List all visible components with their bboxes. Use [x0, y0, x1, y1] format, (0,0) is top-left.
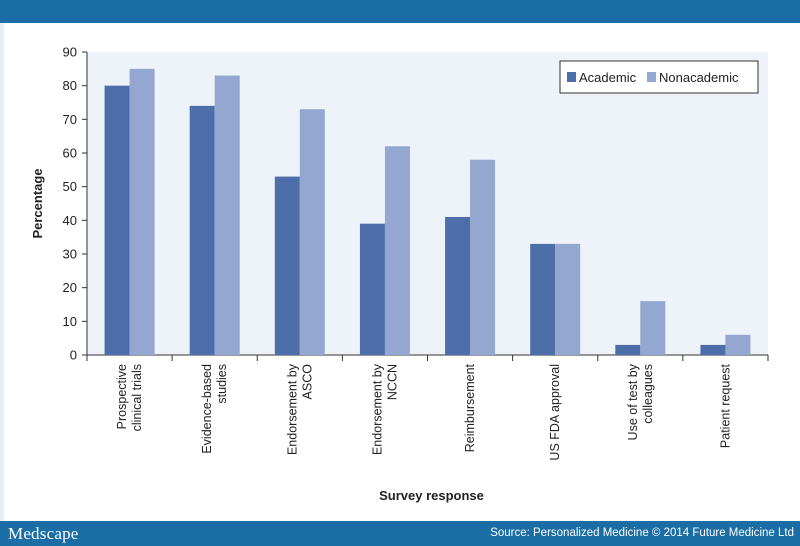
y-tick-label: 90 — [63, 45, 77, 60]
bar-nonacademic-5 — [555, 243, 581, 355]
left-edge-strip — [0, 23, 4, 521]
y-tick-label: 50 — [63, 179, 77, 194]
bar-academic-1 — [189, 105, 215, 355]
bar-nonacademic-6 — [640, 301, 666, 355]
y-tick-label: 70 — [63, 112, 77, 127]
bar-academic-7 — [700, 344, 726, 355]
bar-academic-2 — [274, 176, 300, 355]
bar-nonacademic-7 — [725, 334, 751, 355]
bottom-banner: Medscape Source: Personalized Medicine ©… — [0, 521, 800, 546]
y-tick-label: 40 — [63, 213, 77, 228]
legend-label-academic: Academic — [579, 70, 637, 85]
bar-academic-4 — [445, 216, 471, 355]
legend-swatch-academic — [567, 72, 576, 82]
x-category-label: Patient request — [718, 363, 732, 448]
y-tick-label: 10 — [63, 314, 77, 329]
source-credit: Source: Personalized Medicine © 2014 Fut… — [490, 527, 794, 539]
x-category-label: ASCO — [300, 364, 314, 400]
x-category-label: colleagues — [641, 364, 655, 424]
x-category-label: Evidence-based — [200, 364, 214, 454]
x-category-label: Reimbursement — [463, 363, 477, 452]
legend-swatch-nonacademic — [647, 72, 656, 82]
bar-nonacademic-2 — [299, 109, 325, 355]
bar-nonacademic-4 — [470, 159, 496, 355]
y-tick-label: 20 — [63, 280, 77, 295]
bar-academic-5 — [530, 243, 556, 355]
x-category-label: US FDA approval — [548, 364, 562, 461]
bar-academic-0 — [104, 85, 130, 356]
y-axis-title: Percentage — [30, 168, 45, 238]
x-category-label: studies — [215, 364, 229, 404]
bar-nonacademic-1 — [214, 75, 240, 356]
y-tick-label: 0 — [70, 348, 77, 363]
y-tick-label: 60 — [63, 146, 77, 161]
y-tick-label: 30 — [63, 247, 77, 262]
y-tick-label: 80 — [63, 78, 77, 93]
x-category-label: clinical trials — [130, 364, 144, 431]
bar-nonacademic-0 — [129, 68, 155, 355]
bar-academic-6 — [615, 344, 641, 355]
medscape-logo[interactable]: Medscape — [8, 524, 79, 543]
legend-box — [559, 60, 759, 94]
bar-nonacademic-3 — [384, 146, 410, 355]
x-category-label: Use of test by — [626, 363, 640, 440]
x-category-label: NCCN — [385, 364, 399, 400]
legend-label-nonacademic: Nonacademic — [659, 70, 739, 85]
x-category-label: Prospective — [115, 364, 129, 429]
top-banner — [0, 0, 800, 23]
x-axis-title: Survey response — [379, 488, 484, 503]
x-category-label: Endorsement by — [285, 363, 299, 455]
x-category-label: Endorsement by — [370, 363, 384, 455]
bar-academic-3 — [359, 223, 385, 355]
